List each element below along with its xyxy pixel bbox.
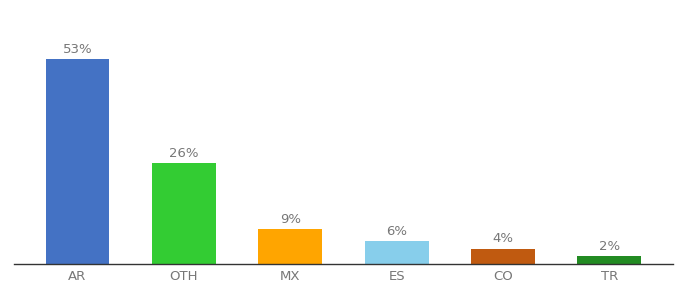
Text: 6%: 6% (386, 225, 407, 238)
Text: 53%: 53% (63, 43, 92, 56)
Text: 2%: 2% (599, 240, 620, 253)
Text: 4%: 4% (492, 232, 513, 245)
Bar (258, 229, 322, 264)
Bar (152, 164, 216, 264)
Bar (471, 248, 535, 264)
Bar (46, 59, 109, 264)
Bar (577, 256, 641, 264)
Text: 9%: 9% (279, 213, 301, 226)
Bar (364, 241, 428, 264)
Text: 26%: 26% (169, 147, 199, 160)
